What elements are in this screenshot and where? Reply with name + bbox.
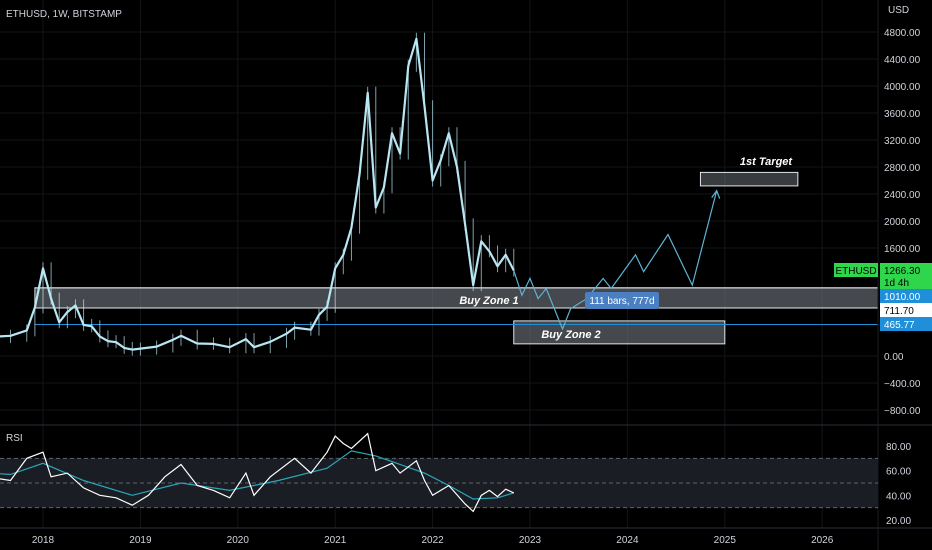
time-tick-label: 2023 — [519, 535, 542, 546]
time-tick-label: 2019 — [129, 535, 152, 546]
zone1-top-tag: 1010.00 — [884, 292, 921, 303]
ethusd-value: 1266.30 — [884, 266, 921, 277]
zone-box — [513, 320, 726, 345]
currency-label: USD — [888, 5, 909, 16]
ethusd-tag-bg — [834, 263, 878, 277]
price-tick-label: −400.00 — [884, 379, 921, 390]
rsi-label: RSI — [6, 433, 23, 444]
time-tick-label: 2021 — [324, 535, 347, 546]
zone-box — [699, 171, 799, 187]
price-axis: 4800.00 4400.00 4000.00 3600.00 3200.00 2800.… — [884, 28, 921, 417]
ethusd-value-bg — [880, 263, 932, 289]
bars-span-tag-bg — [585, 292, 659, 309]
rsi-band — [0, 458, 878, 508]
time-tick-label: 2022 — [421, 535, 444, 546]
rsi-tick-label: 40.00 — [886, 491, 911, 502]
rsi-tick-label: 60.00 — [886, 467, 911, 478]
annotations: 1st Target Buy Zone 1 Buy Zone 2 111 bar… — [459, 156, 793, 341]
projection-arrowhead — [711, 189, 721, 199]
rsi-tick-label: 80.00 — [886, 442, 911, 453]
buy-zone-1-label: Buy Zone 1 — [459, 295, 518, 307]
time-tick-label: 2018 — [32, 535, 55, 546]
price-tick-label: 3200.00 — [884, 136, 921, 147]
buy-zone-2-label: Buy Zone 2 — [541, 329, 600, 341]
countdown: 1d 4h — [884, 278, 909, 289]
price-tick-label: 4400.00 — [884, 55, 921, 66]
zone-box — [34, 287, 879, 309]
rsi-pane — [0, 432, 878, 513]
price-series — [0, 32, 515, 356]
time-axis: 2018 2019 2020 2021 2022 2023 2024 2025 2026 — [32, 535, 834, 546]
rsi-tick-label: 20.00 — [886, 516, 911, 527]
price-tick-label: 2800.00 — [884, 163, 921, 174]
time-tick-label: 2020 — [227, 535, 250, 546]
bars-span-tag: 111 bars, 777d — [589, 296, 654, 307]
price-tick-label: −800.00 — [884, 406, 921, 417]
rsi-line — [0, 432, 515, 513]
zone1-top-tag-bg — [880, 289, 932, 303]
target-label: 1st Target — [740, 156, 794, 168]
price-tick-label: 2000.00 — [884, 217, 921, 228]
price-tick-label: 0.00 — [884, 352, 904, 363]
time-tick-label: 2026 — [811, 535, 834, 546]
zones — [34, 171, 879, 345]
zone1-bottom-tag-bg — [880, 303, 932, 317]
price-line — [0, 37, 515, 351]
zone2-top-tag: 465.77 — [884, 320, 915, 331]
zone2-top-tag-bg — [880, 317, 932, 331]
price-tick-label: 2400.00 — [884, 190, 921, 201]
rsi-ma-line — [0, 450, 514, 500]
symbol-line: ETHUSD, 1W, BITSTAMP — [6, 9, 122, 20]
price-tick-label: 4800.00 — [884, 28, 921, 39]
ethusd-tag-label: ETHUSD — [835, 266, 876, 277]
price-tick-label: 4000.00 — [884, 82, 921, 93]
grid — [0, 0, 878, 528]
time-tick-label: 2025 — [714, 535, 737, 546]
price-tick-label: 3600.00 — [884, 109, 921, 120]
rsi-axis: 80.00 60.00 40.00 20.00 — [886, 442, 911, 527]
level-lines — [34, 287, 878, 326]
time-tick-label: 2024 — [616, 535, 639, 546]
zone1-bottom-tag: 711.70 — [884, 306, 914, 317]
price-tags: ETHUSD 1266.30 1d 4h 1010.00 711.70 465.… — [834, 263, 932, 331]
price-tick-label: 1600.00 — [884, 244, 921, 255]
